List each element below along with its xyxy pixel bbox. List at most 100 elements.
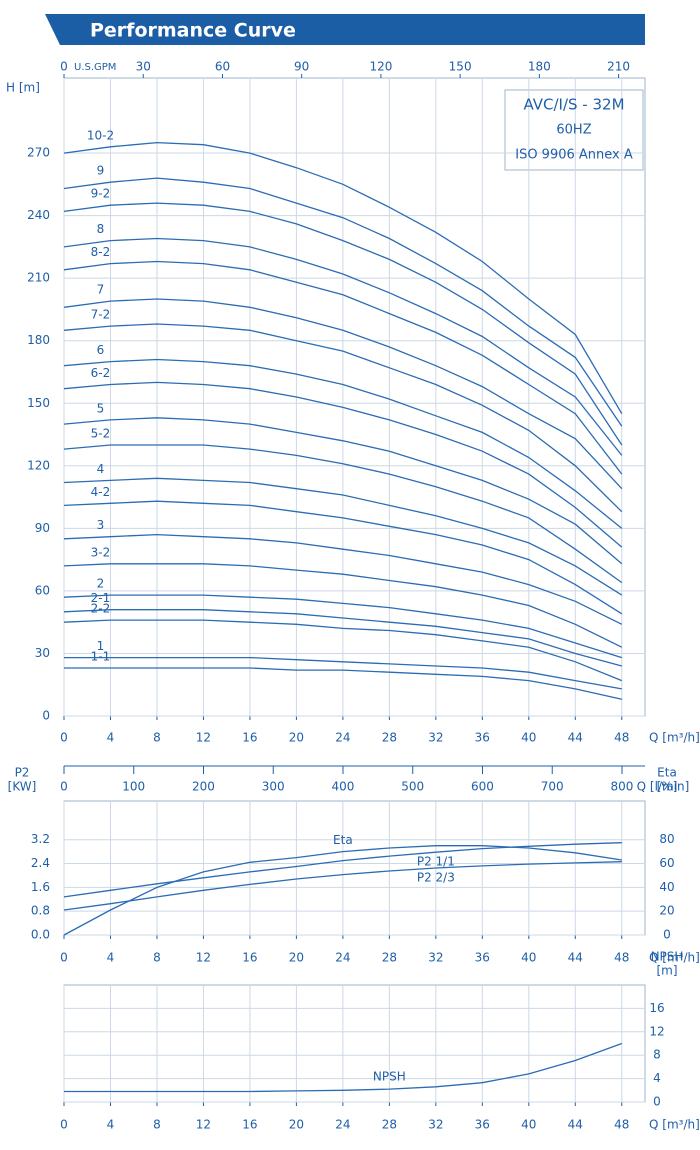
x-tick-label: 28 — [382, 951, 397, 965]
x-tick-label: 4 — [107, 731, 115, 745]
x2-tick-label: 150 — [449, 60, 472, 74]
x-tick-label: 48 — [614, 1118, 629, 1132]
curve-label: 6-2 — [91, 366, 111, 380]
x2-tick-label: 210 — [607, 60, 630, 74]
x-tick-label: 20 — [289, 1118, 304, 1132]
y2-tick-label: 20 — [659, 904, 674, 918]
curve — [63, 845, 622, 936]
curve — [63, 381, 623, 548]
x-tick-label: 36 — [475, 951, 490, 965]
x-tick-label: 0 — [60, 951, 68, 965]
x-tick-label: 40 — [521, 731, 536, 745]
x-tick-label: 4 — [107, 951, 115, 965]
x2-tick-label: 90 — [294, 60, 309, 74]
curve-label: 5 — [97, 401, 105, 415]
y-axis-label: [KW] — [8, 780, 37, 794]
x2-tick-label: 60 — [215, 60, 230, 74]
x-tick-label: 16 — [242, 951, 257, 965]
curve — [63, 202, 623, 446]
x-axis-label: Q [m³/h] — [649, 951, 700, 965]
y2-axis-label: [%] — [657, 780, 678, 794]
curve — [64, 656, 622, 690]
curve — [63, 500, 623, 615]
y2-tick-label: 60 — [659, 856, 674, 870]
x-tick-label: 12 — [196, 731, 211, 745]
x-tick-label: 44 — [568, 1118, 583, 1132]
y-tick-label: 0 — [653, 1095, 661, 1109]
curve-label: 4 — [97, 462, 105, 476]
header-banner — [45, 14, 645, 45]
x-tick-label: 8 — [153, 951, 161, 965]
x-axis-label: Q [m³/h] — [649, 731, 700, 745]
y-tick-label: 60 — [35, 583, 50, 597]
x2-tick-label: 180 — [528, 60, 551, 74]
y-tick-label: 1.6 — [31, 880, 50, 894]
curve — [63, 444, 623, 584]
curve — [63, 141, 623, 415]
y-tick-label: 2.4 — [31, 856, 50, 870]
x-tick-label: 16 — [242, 1118, 257, 1132]
x-axis-label: Q [m³/h] — [649, 1118, 700, 1132]
annotation: ISO 9906 Annex A — [515, 148, 633, 163]
x3-tick-label: 700 — [541, 780, 564, 794]
x-tick-label: 32 — [428, 731, 443, 745]
curve — [63, 861, 622, 911]
curve-label: P2 2/3 — [417, 871, 455, 885]
curve — [63, 477, 623, 596]
x-tick-label: 4 — [107, 1118, 115, 1132]
x-tick-label: 36 — [475, 1118, 490, 1132]
annotation-box — [504, 89, 644, 171]
y-tick-label: 12 — [649, 1024, 664, 1038]
y-tick-label: 30 — [35, 646, 50, 660]
curve-label: 8-2 — [91, 245, 111, 259]
curve-label: 1 — [97, 639, 105, 653]
plot-frame — [63, 984, 646, 1103]
x2-axis-label: U.S.GPM — [74, 62, 116, 73]
y-tick-label: 0 — [42, 709, 50, 723]
curve — [63, 358, 623, 529]
y-tick-label: 3.2 — [31, 832, 50, 846]
x3-tick-label: 300 — [262, 780, 285, 794]
curve — [63, 594, 622, 659]
x-tick-label: 24 — [335, 731, 350, 745]
y2-tick-label: 0 — [663, 928, 671, 942]
curve — [63, 298, 623, 490]
x2-tick-label: 0 — [60, 60, 68, 74]
header-title: Performance Curve — [90, 20, 296, 42]
x-tick-label: 20 — [289, 731, 304, 745]
x-tick-label: 8 — [153, 731, 161, 745]
annotation: AVC/I/S - 32M — [523, 96, 624, 114]
curve — [63, 260, 623, 475]
x-tick-label: 20 — [289, 951, 304, 965]
plot-frame — [63, 800, 646, 936]
x3-tick-label: 100 — [122, 780, 145, 794]
y-tick-label: 240 — [27, 208, 50, 222]
y2-tick-label: 40 — [659, 880, 674, 894]
x-tick-label: 44 — [568, 731, 583, 745]
curve — [64, 1042, 623, 1093]
x2-tick-label: 30 — [136, 60, 151, 74]
y-tick-label: 0.8 — [31, 904, 50, 918]
x3-tick-label: 400 — [332, 780, 355, 794]
x-tick-label: 12 — [196, 951, 211, 965]
curve-label: 2-1 — [91, 591, 111, 605]
x3-tick-label: 0 — [60, 780, 68, 794]
curve-label: P2 1/1 — [417, 855, 455, 869]
x-tick-label: 28 — [382, 731, 397, 745]
curve-label: 3-2 — [91, 545, 111, 559]
curve-label: 3 — [97, 518, 105, 532]
curve — [63, 842, 622, 898]
y-tick-label: 8 — [653, 1048, 661, 1062]
x-tick-label: 48 — [614, 951, 629, 965]
x-tick-label: 0 — [60, 1118, 68, 1132]
x3-axis-label: Q [l/min] — [637, 780, 690, 794]
x-tick-label: 16 — [242, 731, 257, 745]
y-axis-label: NPSH — [651, 950, 684, 964]
curve — [63, 177, 623, 427]
curve-label: 2 — [97, 577, 105, 591]
x3-tick-label: 600 — [471, 780, 494, 794]
curve — [63, 323, 623, 513]
x3-tick-label: 800 — [611, 780, 634, 794]
curve — [63, 609, 622, 667]
y-tick-label: 210 — [27, 271, 50, 285]
